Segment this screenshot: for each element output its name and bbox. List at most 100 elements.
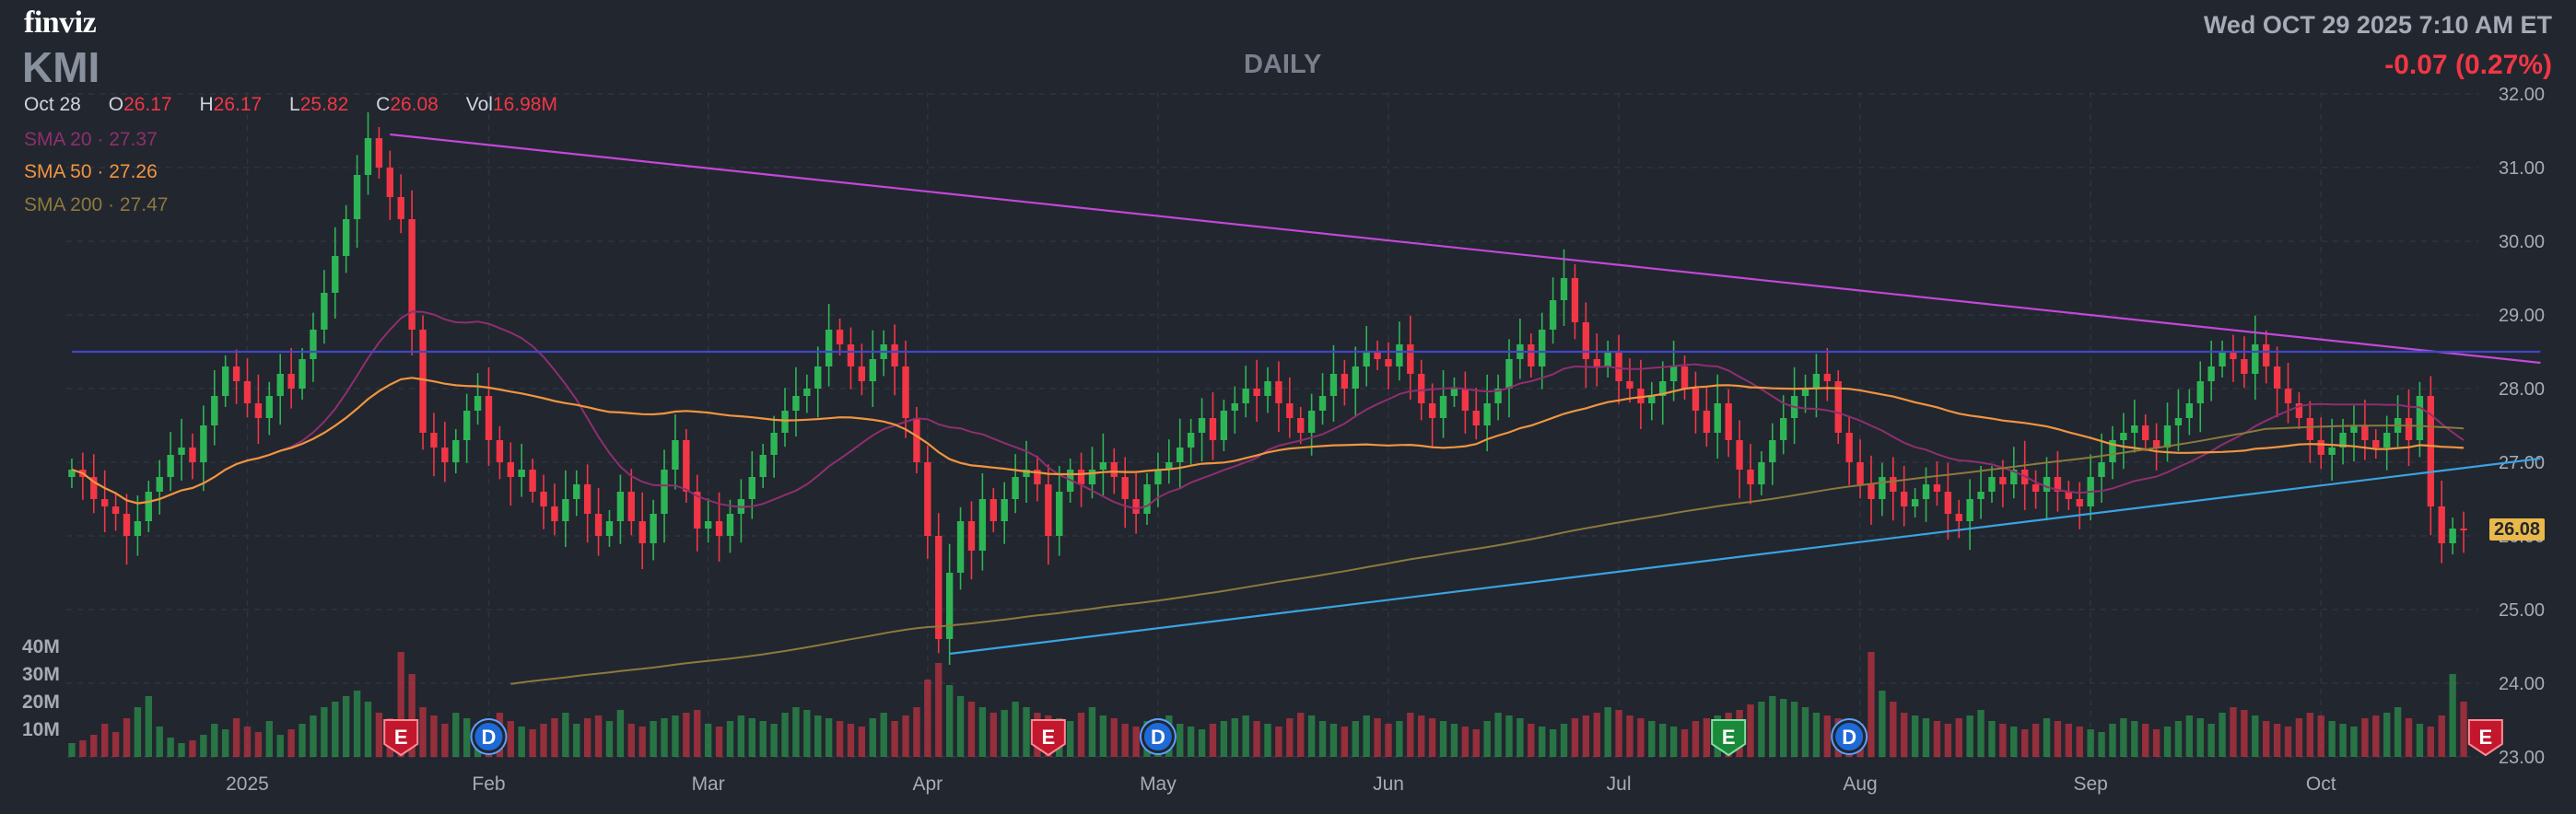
candle[interactable] <box>1539 330 1546 366</box>
candle[interactable] <box>1911 499 1919 506</box>
candle[interactable] <box>1165 462 1173 470</box>
candle[interactable] <box>956 521 965 573</box>
candle[interactable] <box>1780 418 1787 440</box>
candle[interactable] <box>156 477 163 492</box>
candle[interactable] <box>869 359 876 381</box>
candle[interactable] <box>1626 381 1633 389</box>
candle[interactable] <box>353 175 361 219</box>
candle[interactable] <box>2098 462 2105 477</box>
candle[interactable] <box>726 514 734 536</box>
candle[interactable] <box>2131 425 2138 433</box>
candle[interactable] <box>1890 477 1897 492</box>
candle[interactable] <box>605 521 614 536</box>
candle[interactable] <box>1648 396 1656 403</box>
candle[interactable] <box>715 521 723 536</box>
candle[interactable] <box>1341 374 1349 389</box>
candle[interactable] <box>1318 396 1327 411</box>
sma20-legend[interactable]: SMA 20 · 27.37 <box>24 129 158 150</box>
candle[interactable] <box>2152 440 2160 448</box>
candle[interactable] <box>616 492 625 521</box>
candle[interactable] <box>518 470 525 477</box>
candle[interactable] <box>1823 374 1832 381</box>
candle[interactable] <box>1001 499 1008 521</box>
candle[interactable] <box>847 344 855 366</box>
candle[interactable] <box>1845 433 1853 462</box>
candle[interactable] <box>1703 411 1711 433</box>
candle[interactable] <box>1922 484 1930 499</box>
candle[interactable] <box>935 536 943 639</box>
candle[interactable] <box>1329 374 1338 396</box>
candle[interactable] <box>2252 344 2259 374</box>
candle[interactable] <box>2010 470 2018 484</box>
candle[interactable] <box>321 293 328 330</box>
candle[interactable] <box>1692 389 1700 411</box>
candle[interactable] <box>1242 389 1249 403</box>
candle[interactable] <box>2109 440 2116 462</box>
candle[interactable] <box>814 366 822 389</box>
candle[interactable] <box>2120 433 2127 440</box>
candle[interactable] <box>1659 381 1667 396</box>
candle[interactable] <box>781 411 789 433</box>
candle[interactable] <box>276 374 284 396</box>
candle[interactable] <box>2361 425 2369 440</box>
candle[interactable] <box>583 484 591 514</box>
candle[interactable] <box>704 521 712 529</box>
candle[interactable] <box>529 470 536 492</box>
candle[interactable] <box>1307 411 1316 433</box>
candle[interactable] <box>2207 366 2215 381</box>
candle[interactable] <box>1439 396 1447 418</box>
candle[interactable] <box>1110 462 1118 477</box>
candle[interactable] <box>2317 440 2324 455</box>
candle[interactable] <box>485 396 493 440</box>
candle[interactable] <box>2262 344 2270 366</box>
candle[interactable] <box>792 396 800 411</box>
candle[interactable] <box>858 366 866 381</box>
candle[interactable] <box>1812 374 1821 389</box>
candle[interactable] <box>1472 411 1480 425</box>
candle[interactable] <box>2142 425 2149 440</box>
candle[interactable] <box>2230 352 2237 359</box>
candle[interactable] <box>1494 389 1502 403</box>
candle[interactable] <box>1077 470 1085 484</box>
candle[interactable] <box>2196 381 2204 403</box>
candle[interactable] <box>2065 492 2073 499</box>
candle[interactable] <box>2273 366 2281 389</box>
candle[interactable] <box>342 219 350 256</box>
candle[interactable] <box>134 521 142 536</box>
candle[interactable] <box>408 219 416 330</box>
candle[interactable] <box>2383 433 2391 448</box>
candle[interactable] <box>638 521 646 543</box>
candle[interactable] <box>90 477 98 499</box>
candle[interactable] <box>748 477 755 499</box>
candle[interactable] <box>627 492 635 521</box>
candle[interactable] <box>562 499 569 521</box>
candle[interactable] <box>287 374 295 389</box>
candle[interactable] <box>1209 418 1217 440</box>
candle[interactable] <box>967 521 976 551</box>
candle[interactable] <box>573 484 580 499</box>
candle[interactable] <box>375 138 383 168</box>
candle[interactable] <box>770 433 778 455</box>
candle[interactable] <box>254 403 263 418</box>
candle[interactable] <box>661 470 668 514</box>
candle[interactable] <box>2174 418 2183 425</box>
candle[interactable] <box>1297 418 1305 433</box>
candle[interactable] <box>145 492 153 521</box>
sma50-legend[interactable]: SMA 50 · 27.26 <box>24 161 158 182</box>
candle[interactable] <box>1286 403 1294 418</box>
candle[interactable] <box>1955 514 1962 521</box>
candle[interactable] <box>1549 300 1557 330</box>
candle[interactable] <box>2219 352 2226 366</box>
candle[interactable] <box>650 514 657 543</box>
candle[interactable] <box>1966 499 1973 521</box>
candle[interactable] <box>1680 366 1689 389</box>
candle[interactable] <box>100 499 109 506</box>
candle[interactable] <box>1615 352 1622 381</box>
candle[interactable] <box>924 462 931 536</box>
candle[interactable] <box>2032 484 2040 492</box>
candle[interactable] <box>1275 381 1282 403</box>
candle[interactable] <box>452 440 460 462</box>
candle[interactable] <box>310 330 317 359</box>
candle[interactable] <box>2328 448 2336 455</box>
